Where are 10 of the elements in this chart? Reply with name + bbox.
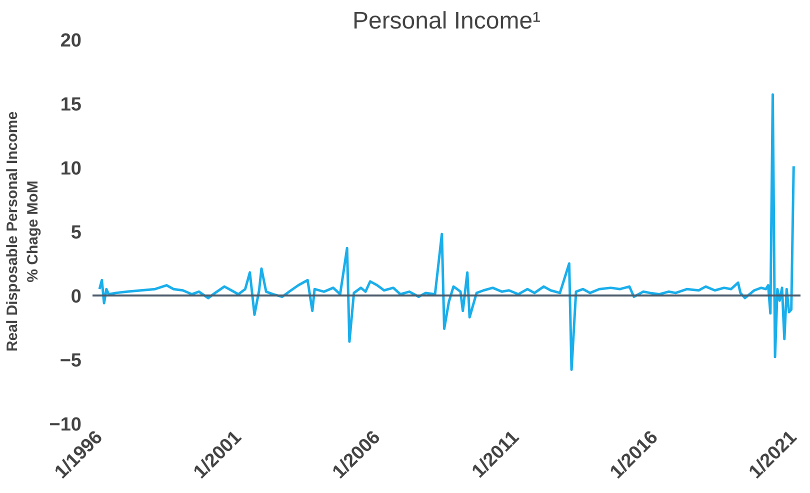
y-tick-label: −5 <box>60 350 82 372</box>
y-tick-label: 15 <box>60 94 82 116</box>
chart-title: Personal Income¹ <box>352 8 541 34</box>
y-tick-label: −10 <box>49 414 82 436</box>
y-tick-label: 5 <box>70 222 82 244</box>
y-tick-label: 10 <box>60 158 82 180</box>
line-series <box>98 93 795 371</box>
y-tick-label: 0 <box>70 286 82 308</box>
y-axis-title: Real Disposable Personal Income % Chage MoM <box>4 111 42 352</box>
y-tick-label: 20 <box>60 30 82 52</box>
